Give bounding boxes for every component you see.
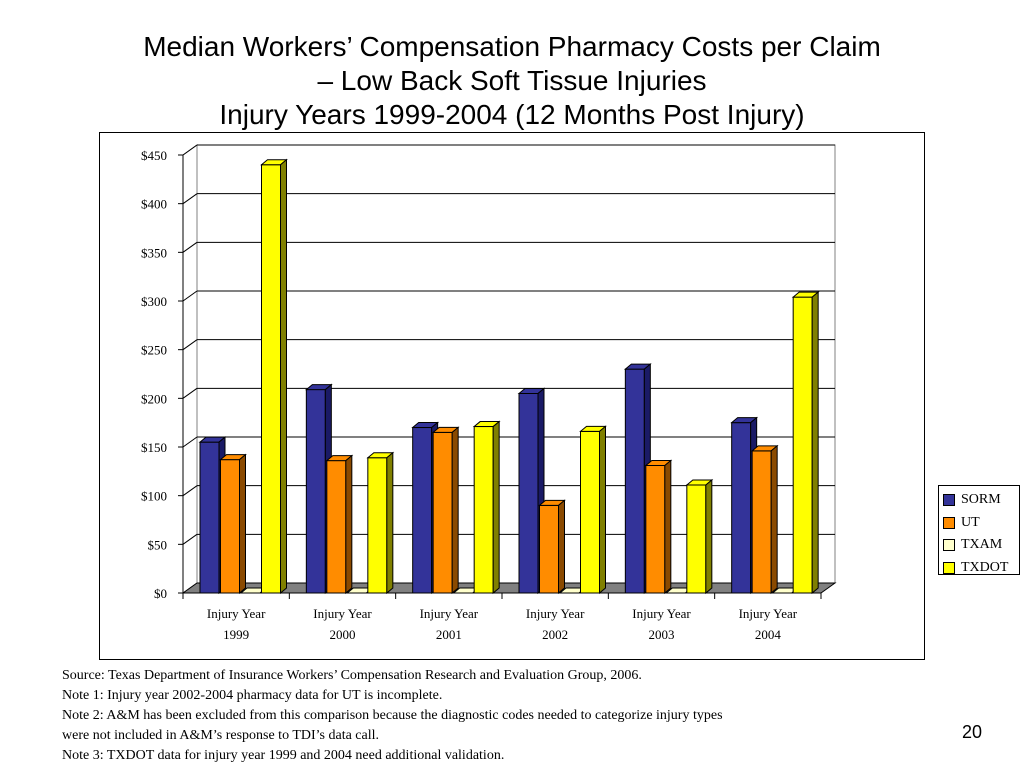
legend-swatch: [943, 539, 955, 552]
x-tick-label: Injury Year: [313, 606, 372, 621]
note-1: Note 1: Injury year 2002-2004 pharmacy d…: [62, 688, 443, 703]
legend-label: SORM: [961, 492, 1001, 508]
page-number: 20: [962, 722, 983, 742]
gridline-side: [182, 241, 198, 253]
x-tick-label: Injury Year: [739, 606, 798, 621]
y-tick-label: $50: [148, 537, 168, 552]
bar-ut: [751, 450, 772, 594]
y-tick-label: $0: [154, 586, 167, 601]
bar-sorm: [624, 368, 645, 594]
bar-sorm: [518, 392, 539, 594]
y-tick-label: $250: [141, 343, 167, 358]
bar-ut: [432, 431, 453, 594]
gridline-side: [182, 436, 198, 448]
bar-side-ut: [451, 426, 459, 595]
bar-txdot: [367, 457, 388, 594]
bar-side-txdot: [492, 420, 500, 595]
y-tick-label: $450: [141, 148, 167, 163]
gridline-side: [182, 144, 198, 156]
plot-back-wall: [196, 144, 836, 584]
gridline-side: [182, 533, 198, 545]
legend-item-txdot: TXDOT: [943, 557, 1019, 580]
x-tick-label: 2004: [755, 627, 782, 642]
chart-legend: SORM UT TXAM TXDOT: [938, 485, 1020, 575]
x-tick-label: 1999: [223, 627, 249, 642]
legend-label: TXDOT: [961, 559, 1009, 575]
chart-frame: $0 $50 $100 $150 $200 $250 $300 $350 $400 $450 Inj…: [99, 132, 1020, 660]
bar-txdot: [792, 296, 813, 594]
bar-side-ut: [239, 453, 246, 595]
bar-ut: [645, 464, 666, 594]
bar-side-txdot: [705, 478, 713, 595]
legend-item-sorm: SORM: [943, 489, 1019, 512]
bar-txdot: [686, 484, 707, 594]
bar-sorm: [731, 422, 752, 594]
y-tick-label: $100: [141, 489, 167, 504]
bar-side-txdot: [811, 291, 819, 595]
bar-side-txdot: [280, 158, 287, 595]
y-tick-label: $350: [141, 245, 167, 260]
x-tick-label: 2002: [542, 627, 568, 642]
x-tick-label: 2001: [436, 627, 462, 642]
x-tick-label: Injury Year: [207, 606, 266, 621]
bar-txdot: [580, 430, 600, 594]
y-tick-label: $400: [141, 197, 167, 212]
title-line-3: Injury Years 1999-2004 (12 Months Post I…: [219, 99, 805, 130]
bar-ut: [539, 504, 559, 594]
legend-swatch: [943, 494, 955, 507]
x-tick-label: Injury Year: [526, 606, 585, 621]
note-2: Note 2: A&M has been excluded from this …: [62, 708, 723, 723]
legend-swatch: [943, 516, 955, 529]
y-tick-label: $300: [141, 294, 167, 309]
note-source: Source: Texas Department of Insurance Wo…: [62, 668, 642, 683]
note-2-continued: were not included in A&M’s response to T…: [62, 728, 380, 743]
bar-side-ut: [345, 454, 353, 595]
legend-swatch: [943, 561, 955, 574]
y-tick-label: $150: [141, 440, 167, 455]
plot-side-wall: [182, 144, 198, 594]
x-tick-label: Injury Year: [632, 606, 691, 621]
bar-side-txdot: [386, 451, 394, 595]
bar-ut: [326, 460, 347, 594]
bar-side-ut: [664, 459, 672, 595]
title-line-1: Median Workers’ Compensation Pharmacy Co…: [143, 31, 881, 62]
y-tick-label: $200: [141, 391, 167, 406]
note-3: Note 3: TXDOT data for injury year 1999 …: [62, 748, 505, 763]
gridline-side: [182, 485, 198, 497]
bar-sorm: [199, 441, 220, 594]
gridline-side: [182, 339, 198, 351]
bar-sorm: [305, 389, 326, 594]
legend-label: UT: [961, 514, 980, 530]
bar-sorm: [412, 427, 433, 594]
x-tick-label: Injury Year: [420, 606, 479, 621]
x-tick-label: 2003: [649, 627, 675, 642]
slide-title: Median Workers’ Compensation Pharmacy Co…: [0, 30, 1024, 132]
bar-side-ut: [558, 499, 565, 595]
legend-item-ut: UT: [943, 512, 1019, 535]
source-notes: Source: Texas Department of Insurance Wo…: [62, 666, 942, 766]
title-line-2: – Low Back Soft Tissue Injuries: [317, 65, 707, 96]
x-tick-label: 2000: [330, 627, 356, 642]
legend-item-txam: TXAM: [943, 534, 1019, 557]
legend-label: TXAM: [961, 537, 1003, 553]
gridline-side: [182, 290, 198, 302]
bar-side-txdot: [599, 425, 606, 595]
bar-txdot: [261, 164, 281, 594]
bar-txdot: [473, 426, 494, 594]
bar-ut: [220, 459, 240, 594]
gridline-side: [182, 387, 198, 399]
bar-side-ut: [770, 444, 778, 595]
gridline-side: [182, 193, 198, 205]
bar-chart: $0 $50 $100 $150 $200 $250 $300 $350 $400 $450 Inj…: [141, 144, 837, 642]
